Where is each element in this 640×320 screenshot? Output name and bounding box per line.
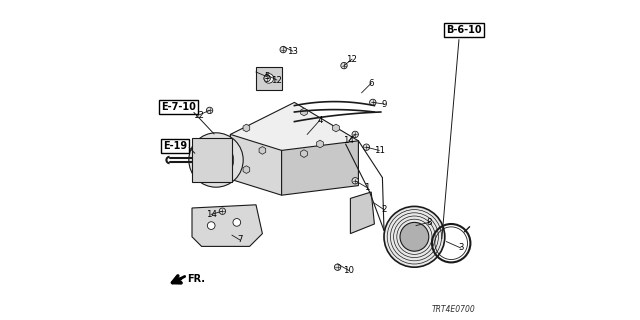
Polygon shape xyxy=(243,166,250,173)
Text: 12: 12 xyxy=(271,76,282,84)
Polygon shape xyxy=(351,192,374,234)
Circle shape xyxy=(335,264,341,270)
Text: B-6-10: B-6-10 xyxy=(446,25,482,36)
Circle shape xyxy=(233,219,241,226)
Circle shape xyxy=(364,144,370,150)
Text: 3: 3 xyxy=(458,244,463,252)
Circle shape xyxy=(207,222,215,229)
Text: E-19: E-19 xyxy=(163,140,188,151)
Polygon shape xyxy=(317,140,323,148)
Circle shape xyxy=(384,206,445,267)
Polygon shape xyxy=(301,108,307,116)
Circle shape xyxy=(198,142,234,178)
Text: 14: 14 xyxy=(205,210,217,219)
Text: 6: 6 xyxy=(369,79,374,88)
Text: 14: 14 xyxy=(343,136,355,145)
Text: 12: 12 xyxy=(346,55,358,64)
Polygon shape xyxy=(333,124,339,132)
Text: 11: 11 xyxy=(374,146,385,155)
Circle shape xyxy=(189,133,243,187)
Text: 8: 8 xyxy=(426,218,431,227)
Text: 9: 9 xyxy=(381,100,387,108)
Text: E-7-10: E-7-10 xyxy=(161,102,196,112)
Polygon shape xyxy=(192,205,262,246)
Polygon shape xyxy=(282,141,358,195)
Circle shape xyxy=(352,178,358,184)
Polygon shape xyxy=(259,147,266,154)
Polygon shape xyxy=(230,102,358,182)
Circle shape xyxy=(400,222,429,251)
Circle shape xyxy=(352,131,358,138)
Polygon shape xyxy=(256,67,282,90)
Circle shape xyxy=(206,107,212,114)
Text: 4: 4 xyxy=(317,116,323,124)
Text: 12: 12 xyxy=(193,111,204,120)
Text: 13: 13 xyxy=(287,47,298,56)
Circle shape xyxy=(280,46,287,53)
Text: 5: 5 xyxy=(264,72,270,81)
Circle shape xyxy=(219,208,226,214)
Text: TRT4E0700: TRT4E0700 xyxy=(431,305,475,314)
Polygon shape xyxy=(192,138,232,182)
Circle shape xyxy=(209,153,223,167)
Polygon shape xyxy=(301,150,307,157)
Circle shape xyxy=(264,74,274,83)
Text: 2: 2 xyxy=(381,205,387,214)
Text: 1: 1 xyxy=(364,183,369,192)
Circle shape xyxy=(370,99,376,106)
Polygon shape xyxy=(243,124,250,132)
Text: FR.: FR. xyxy=(187,274,205,284)
Text: 10: 10 xyxy=(343,266,355,275)
Circle shape xyxy=(264,75,270,82)
Text: 7: 7 xyxy=(237,236,243,244)
Polygon shape xyxy=(230,134,282,195)
Circle shape xyxy=(341,62,347,69)
